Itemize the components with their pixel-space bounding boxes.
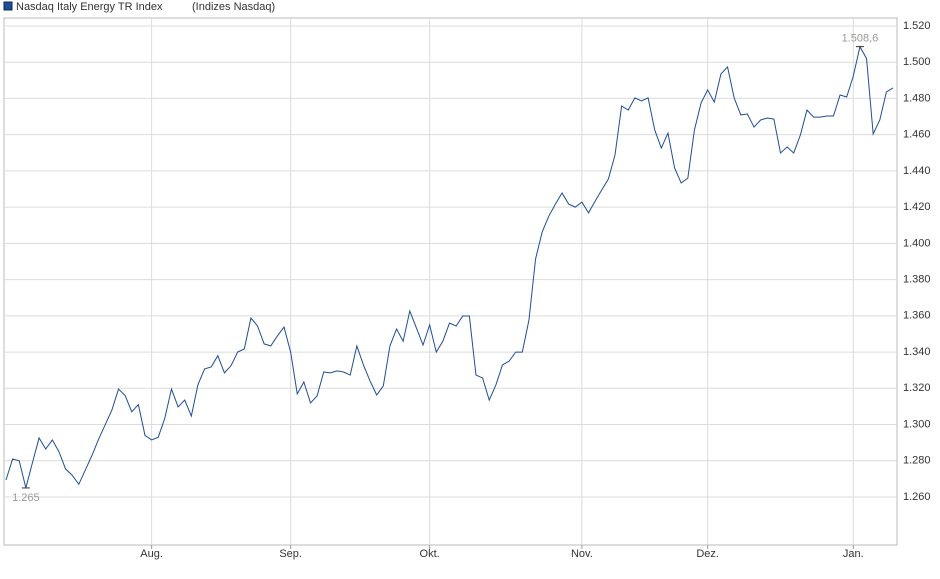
y-tick-label: 1.460 <box>903 129 931 141</box>
y-tick-label: 1.360 <box>903 310 931 322</box>
x-tick-label: Jan. <box>843 548 864 560</box>
y-tick-label: 1.440 <box>903 165 931 177</box>
y-tick-label: 1.320 <box>903 382 931 394</box>
y-tick-label: 1.260 <box>903 491 931 503</box>
legend-label: Nasdaq Italy Energy TR Index <box>16 1 163 13</box>
y-tick-label: 1.480 <box>903 92 931 104</box>
y-tick-label: 1.380 <box>903 274 931 286</box>
y-tick-label: 1.280 <box>903 455 931 467</box>
chart-subtitle: (Indizes Nasdaq) <box>192 1 275 13</box>
y-tick-label: 1.300 <box>903 418 931 430</box>
x-tick-label: Nov. <box>571 548 593 560</box>
legend-swatch <box>3 1 13 11</box>
plot-frame <box>3 17 898 546</box>
x-tick-label: Dez. <box>696 548 719 560</box>
price-line <box>5 45 894 489</box>
y-tick-label: 1.500 <box>903 56 931 68</box>
y-tick-label: 1.400 <box>903 237 931 249</box>
x-tick-label: Aug. <box>140 548 163 560</box>
annotation-label: 1.265 <box>12 492 40 504</box>
y-tick-label: 1.420 <box>903 201 931 213</box>
annotation-label: 1.508,6 <box>842 33 879 45</box>
y-tick-label: 1.520 <box>903 20 931 32</box>
y-tick-label: 1.340 <box>903 346 931 358</box>
x-tick-label: Sep. <box>279 548 302 560</box>
x-tick-label: Okt. <box>420 548 440 560</box>
